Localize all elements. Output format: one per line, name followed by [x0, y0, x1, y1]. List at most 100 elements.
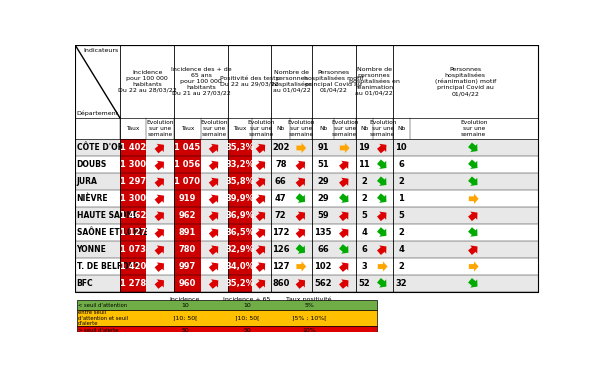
Text: 1 073: 1 073	[120, 245, 146, 254]
Text: 52: 52	[358, 279, 370, 288]
Bar	[75, 156, 538, 173]
Bar	[75, 45, 538, 292]
Polygon shape	[209, 229, 218, 238]
Text: 36,9%: 36,9%	[226, 211, 254, 220]
Text: 50: 50	[243, 328, 251, 333]
Text: 1 045: 1 045	[174, 144, 200, 153]
Bar	[174, 241, 200, 258]
Text: Incidence: Incidence	[170, 297, 200, 301]
Bar	[75, 45, 538, 118]
Text: 47: 47	[275, 194, 287, 203]
Polygon shape	[339, 244, 349, 254]
Text: 3: 3	[361, 262, 367, 271]
Bar	[120, 258, 146, 275]
Polygon shape	[468, 245, 478, 255]
Polygon shape	[155, 144, 164, 153]
Text: Evolution
sur une
semaine: Evolution sur une semaine	[201, 120, 228, 137]
Text: 2: 2	[361, 194, 367, 203]
Text: 2: 2	[398, 228, 404, 237]
Text: 1 300: 1 300	[120, 194, 146, 203]
Polygon shape	[468, 227, 478, 237]
Polygon shape	[339, 211, 349, 221]
Polygon shape	[377, 211, 386, 221]
Polygon shape	[296, 211, 305, 221]
Bar	[229, 207, 252, 224]
Text: 891: 891	[179, 228, 196, 237]
Polygon shape	[377, 193, 386, 203]
Text: 2: 2	[398, 177, 404, 186]
Text: 10: 10	[395, 144, 407, 153]
Polygon shape	[296, 161, 305, 170]
Polygon shape	[256, 178, 265, 187]
Polygon shape	[339, 229, 349, 238]
Bar	[120, 241, 146, 258]
Polygon shape	[296, 143, 306, 153]
Polygon shape	[339, 178, 349, 187]
Polygon shape	[256, 262, 265, 272]
Polygon shape	[256, 195, 265, 204]
Bar	[75, 173, 538, 190]
Text: > seuil d'alerte: > seuil d'alerte	[78, 328, 119, 333]
Text: 860: 860	[272, 279, 289, 288]
Text: 6: 6	[361, 245, 367, 254]
Text: Personnes
hospitalisées
(réanimation) motif
principal Covid au
01/04/22: Personnes hospitalisées (réanimation) mo…	[434, 67, 496, 96]
Text: NIÈVRE: NIÈVRE	[77, 194, 108, 203]
Text: ]5% ; 10%[: ]5% ; 10%[	[292, 316, 326, 321]
Text: ]10; 50[: ]10; 50[	[173, 316, 197, 321]
Text: 2: 2	[398, 262, 404, 271]
Polygon shape	[377, 227, 386, 237]
Polygon shape	[468, 278, 478, 288]
Text: Taux positivité: Taux positivité	[286, 297, 332, 302]
Text: Nb: Nb	[397, 126, 406, 131]
Bar	[174, 207, 200, 224]
Text: 29: 29	[317, 194, 329, 203]
Text: 33,2%: 33,2%	[226, 160, 254, 169]
Text: 4: 4	[398, 245, 404, 254]
Polygon shape	[296, 279, 305, 289]
Text: 780: 780	[179, 245, 196, 254]
Polygon shape	[339, 161, 349, 170]
Polygon shape	[209, 279, 218, 289]
Text: Taux: Taux	[181, 126, 194, 131]
Text: Positivité des tests
Du 22 au 29/03/22: Positivité des tests Du 22 au 29/03/22	[220, 76, 279, 87]
Text: 1 402: 1 402	[120, 144, 146, 153]
Text: Evolution
sur une
semaine: Evolution sur une semaine	[248, 120, 275, 137]
Bar	[75, 207, 538, 224]
Text: Nombre de
personnes
hospitalisées
au 01/04/22: Nombre de personnes hospitalisées au 01/…	[271, 70, 312, 93]
Text: 4: 4	[361, 228, 367, 237]
Bar	[120, 190, 146, 207]
Bar	[229, 275, 252, 292]
Polygon shape	[209, 245, 218, 255]
Polygon shape	[155, 262, 164, 272]
Polygon shape	[209, 262, 218, 272]
Polygon shape	[339, 262, 349, 272]
Text: 1 420: 1 420	[120, 262, 146, 271]
Text: 172: 172	[272, 228, 290, 237]
Text: 1 297: 1 297	[120, 177, 146, 186]
Polygon shape	[468, 142, 478, 152]
Text: Taux: Taux	[233, 126, 247, 131]
Text: 1: 1	[398, 194, 404, 203]
Polygon shape	[155, 245, 164, 255]
Polygon shape	[209, 161, 218, 170]
Text: Evolution
sur une
semaine: Evolution sur une semaine	[460, 120, 487, 137]
Polygon shape	[256, 279, 265, 289]
Text: 1 462: 1 462	[120, 211, 146, 220]
Text: Indicateurs: Indicateurs	[83, 48, 118, 53]
Text: 39,9%: 39,9%	[226, 194, 254, 203]
Bar	[75, 190, 538, 207]
Bar	[174, 258, 200, 275]
Polygon shape	[256, 161, 265, 170]
Bar	[229, 241, 252, 258]
Bar	[174, 275, 200, 292]
Text: Evolution
sur une
semaine: Evolution sur une semaine	[369, 120, 397, 137]
Text: < seuil d'attention: < seuil d'attention	[78, 303, 127, 308]
Text: 127: 127	[272, 262, 290, 271]
Polygon shape	[377, 160, 386, 169]
Polygon shape	[378, 261, 388, 272]
Text: DOUBS: DOUBS	[77, 160, 107, 169]
Polygon shape	[209, 144, 218, 153]
Text: 78: 78	[275, 160, 287, 169]
Text: 59: 59	[317, 211, 329, 220]
Bar	[75, 140, 538, 156]
